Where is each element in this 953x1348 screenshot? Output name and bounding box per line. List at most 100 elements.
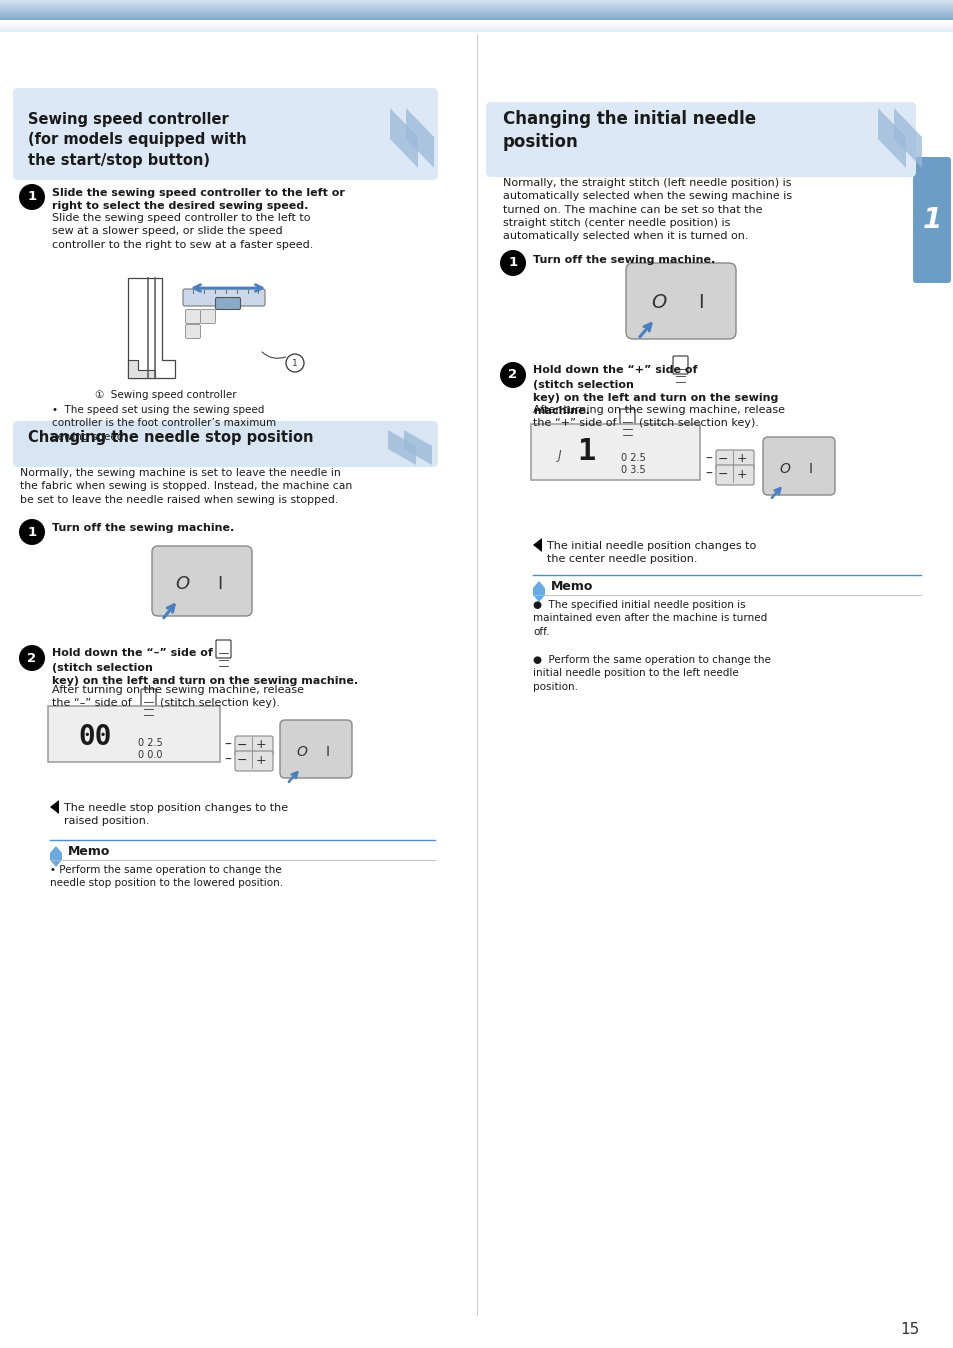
Text: Hold down the “+” side of: Hold down the “+” side of	[533, 365, 697, 375]
Text: ●  Perform the same operation to change the
initial needle position to the left : ● Perform the same operation to change t…	[533, 655, 770, 692]
Text: Changing the needle stop position: Changing the needle stop position	[28, 430, 314, 445]
Text: O: O	[174, 576, 189, 593]
Polygon shape	[877, 108, 905, 168]
Text: 1: 1	[292, 359, 297, 368]
Text: 1: 1	[28, 526, 36, 538]
Text: • Perform the same operation to change the
needle stop position to the lowered p: • Perform the same operation to change t…	[50, 865, 283, 888]
Text: O: O	[651, 294, 666, 313]
Text: Memo: Memo	[68, 845, 111, 857]
FancyBboxPatch shape	[13, 88, 437, 181]
Text: I: I	[217, 576, 222, 593]
Polygon shape	[533, 581, 544, 603]
Text: Normally, the sewing machine is set to leave the needle in
the fabric when sewin: Normally, the sewing machine is set to l…	[20, 468, 352, 504]
FancyBboxPatch shape	[762, 437, 834, 495]
FancyBboxPatch shape	[200, 310, 215, 324]
Text: –: –	[224, 754, 232, 767]
FancyBboxPatch shape	[183, 288, 265, 306]
Text: (stitch selection
key) on the left and turn on the sewing
machine.: (stitch selection key) on the left and t…	[533, 380, 778, 415]
Text: 15: 15	[900, 1322, 919, 1337]
Polygon shape	[128, 360, 154, 377]
Text: I: I	[326, 745, 330, 759]
Text: the “+” side of: the “+” side of	[533, 418, 616, 429]
Text: +: +	[736, 468, 746, 480]
Polygon shape	[533, 538, 541, 551]
FancyBboxPatch shape	[485, 102, 915, 177]
Text: I: I	[808, 462, 812, 476]
FancyBboxPatch shape	[531, 425, 700, 480]
Text: (stitch selection key).: (stitch selection key).	[160, 698, 280, 708]
FancyBboxPatch shape	[716, 465, 753, 485]
FancyBboxPatch shape	[152, 546, 252, 616]
Circle shape	[499, 363, 525, 388]
Text: Turn off the sewing machine.: Turn off the sewing machine.	[533, 255, 715, 266]
Polygon shape	[50, 799, 59, 814]
Text: (stitch selection
key) on the left and turn on the sewing machine.: (stitch selection key) on the left and t…	[52, 663, 357, 686]
Polygon shape	[893, 108, 921, 168]
FancyBboxPatch shape	[716, 450, 753, 470]
Text: O: O	[779, 462, 790, 476]
Circle shape	[19, 183, 45, 210]
Polygon shape	[390, 108, 417, 168]
FancyBboxPatch shape	[48, 706, 220, 762]
Text: 00: 00	[78, 723, 112, 751]
FancyBboxPatch shape	[672, 356, 687, 373]
FancyBboxPatch shape	[185, 310, 200, 324]
Polygon shape	[406, 108, 434, 168]
Text: Normally, the straight stitch (left needle position) is
automatically selected w: Normally, the straight stitch (left need…	[502, 178, 791, 241]
FancyBboxPatch shape	[280, 720, 352, 778]
Text: 2: 2	[28, 651, 36, 665]
Text: Sewing speed controller
(for models equipped with
the start/stop button): Sewing speed controller (for models equi…	[28, 112, 247, 167]
Text: –: –	[705, 452, 712, 466]
Text: ①  Sewing speed controller: ① Sewing speed controller	[95, 390, 236, 400]
Text: 0 2.5: 0 2.5	[620, 453, 645, 462]
FancyBboxPatch shape	[619, 408, 635, 427]
Text: 1: 1	[28, 190, 36, 204]
FancyBboxPatch shape	[625, 263, 735, 338]
Polygon shape	[403, 430, 432, 465]
Text: −: −	[236, 739, 247, 751]
Text: Memo: Memo	[551, 580, 593, 593]
Text: 1: 1	[922, 206, 941, 235]
FancyBboxPatch shape	[215, 298, 240, 310]
Text: Slide the sewing speed controller to the left or
right to select the desired sew: Slide the sewing speed controller to the…	[52, 187, 345, 210]
Circle shape	[19, 519, 45, 545]
Text: After turning on the sewing machine, release: After turning on the sewing machine, rel…	[52, 685, 304, 696]
Text: 0 0.0: 0 0.0	[138, 749, 162, 760]
Text: +: +	[255, 739, 266, 751]
Text: 1: 1	[508, 256, 517, 270]
Text: 0 2.5: 0 2.5	[138, 737, 163, 748]
Text: Turn off the sewing machine.: Turn off the sewing machine.	[52, 523, 234, 532]
Text: –: –	[224, 737, 232, 752]
FancyBboxPatch shape	[141, 689, 156, 706]
Text: +: +	[255, 754, 266, 767]
Text: •  The speed set using the sewing speed
controller is the foot controller’s maxi: • The speed set using the sewing speed c…	[52, 404, 275, 442]
Text: +: +	[736, 453, 746, 465]
FancyBboxPatch shape	[185, 325, 200, 338]
FancyBboxPatch shape	[234, 751, 273, 771]
Text: The needle stop position changes to the
raised position.: The needle stop position changes to the …	[64, 803, 288, 826]
Text: The initial needle position changes to
the center needle position.: The initial needle position changes to t…	[546, 541, 756, 565]
Text: –: –	[705, 466, 712, 481]
Circle shape	[19, 644, 45, 671]
FancyBboxPatch shape	[215, 640, 231, 658]
Text: O: O	[296, 745, 307, 759]
FancyBboxPatch shape	[234, 736, 273, 756]
Text: −: −	[717, 453, 727, 465]
Text: 2: 2	[508, 368, 517, 381]
Polygon shape	[50, 847, 62, 867]
Circle shape	[499, 249, 525, 276]
Polygon shape	[388, 430, 416, 465]
Text: 1: 1	[577, 438, 595, 466]
Text: Slide the sewing speed controller to the left to
sew at a slower speed, or slide: Slide the sewing speed controller to the…	[52, 213, 313, 249]
Text: (stitch selection key).: (stitch selection key).	[639, 418, 759, 429]
Text: ●  The specified initial needle position is
maintained even after the machine is: ● The specified initial needle position …	[533, 600, 766, 636]
Text: −: −	[717, 468, 727, 480]
Text: −: −	[236, 754, 247, 767]
Text: Hold down the “–” side of: Hold down the “–” side of	[52, 648, 213, 658]
Text: After turning on the sewing machine, release: After turning on the sewing machine, rel…	[533, 404, 784, 415]
Text: the “–” side of: the “–” side of	[52, 698, 132, 708]
Text: I: I	[698, 294, 703, 313]
Text: J: J	[557, 449, 560, 461]
FancyBboxPatch shape	[912, 156, 950, 283]
FancyBboxPatch shape	[13, 421, 437, 466]
